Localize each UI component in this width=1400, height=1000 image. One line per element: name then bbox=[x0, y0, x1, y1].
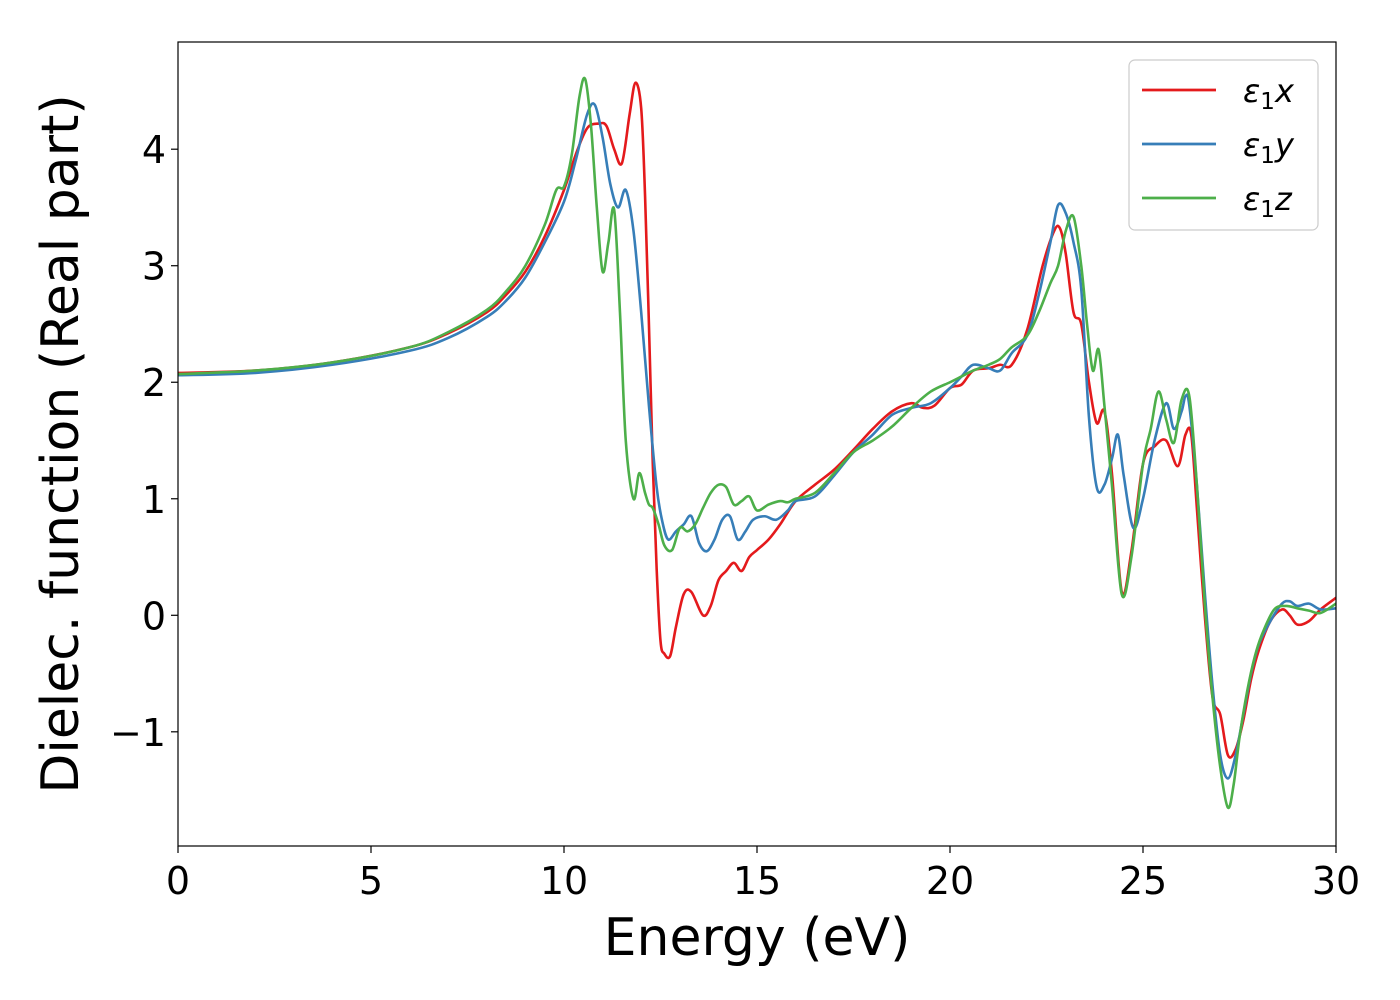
y-tick-label: 4 bbox=[142, 128, 166, 172]
y-tick-label: −1 bbox=[110, 711, 166, 755]
legend-box bbox=[1128, 59, 1319, 231]
y-tick-label: 3 bbox=[142, 245, 166, 289]
plot-area bbox=[178, 76, 1336, 810]
legend-label-x: ε1x bbox=[1243, 72, 1295, 115]
series-lines bbox=[178, 76, 1336, 810]
legend-label-z: ε1z bbox=[1243, 180, 1293, 223]
legend-label-y: ε1y bbox=[1243, 126, 1295, 169]
y-axis-title: Dielec. function (Real part) bbox=[31, 94, 91, 793]
y-axis: −1 0 1 2 3 4 bbox=[110, 128, 178, 755]
y-tick-label: 0 bbox=[142, 594, 166, 638]
x-tick-label: 5 bbox=[359, 859, 383, 903]
x-tick-label: 15 bbox=[733, 859, 781, 903]
series-line-x bbox=[178, 81, 1336, 759]
series-line-z bbox=[178, 76, 1336, 810]
x-tick-label: 30 bbox=[1312, 859, 1360, 903]
x-tick-label: 20 bbox=[926, 859, 974, 903]
x-axis-title: Energy (eV) bbox=[604, 908, 911, 968]
y-tick-label: 1 bbox=[142, 478, 166, 522]
legend: ε1x ε1y ε1z bbox=[1128, 59, 1319, 231]
y-tick-label: 2 bbox=[142, 361, 166, 405]
x-axis: 0 5 10 15 20 25 30 bbox=[166, 846, 1360, 903]
x-tick-label: 10 bbox=[540, 859, 588, 903]
x-tick-label: 25 bbox=[1119, 859, 1167, 903]
x-tick-label: 0 bbox=[166, 859, 190, 903]
